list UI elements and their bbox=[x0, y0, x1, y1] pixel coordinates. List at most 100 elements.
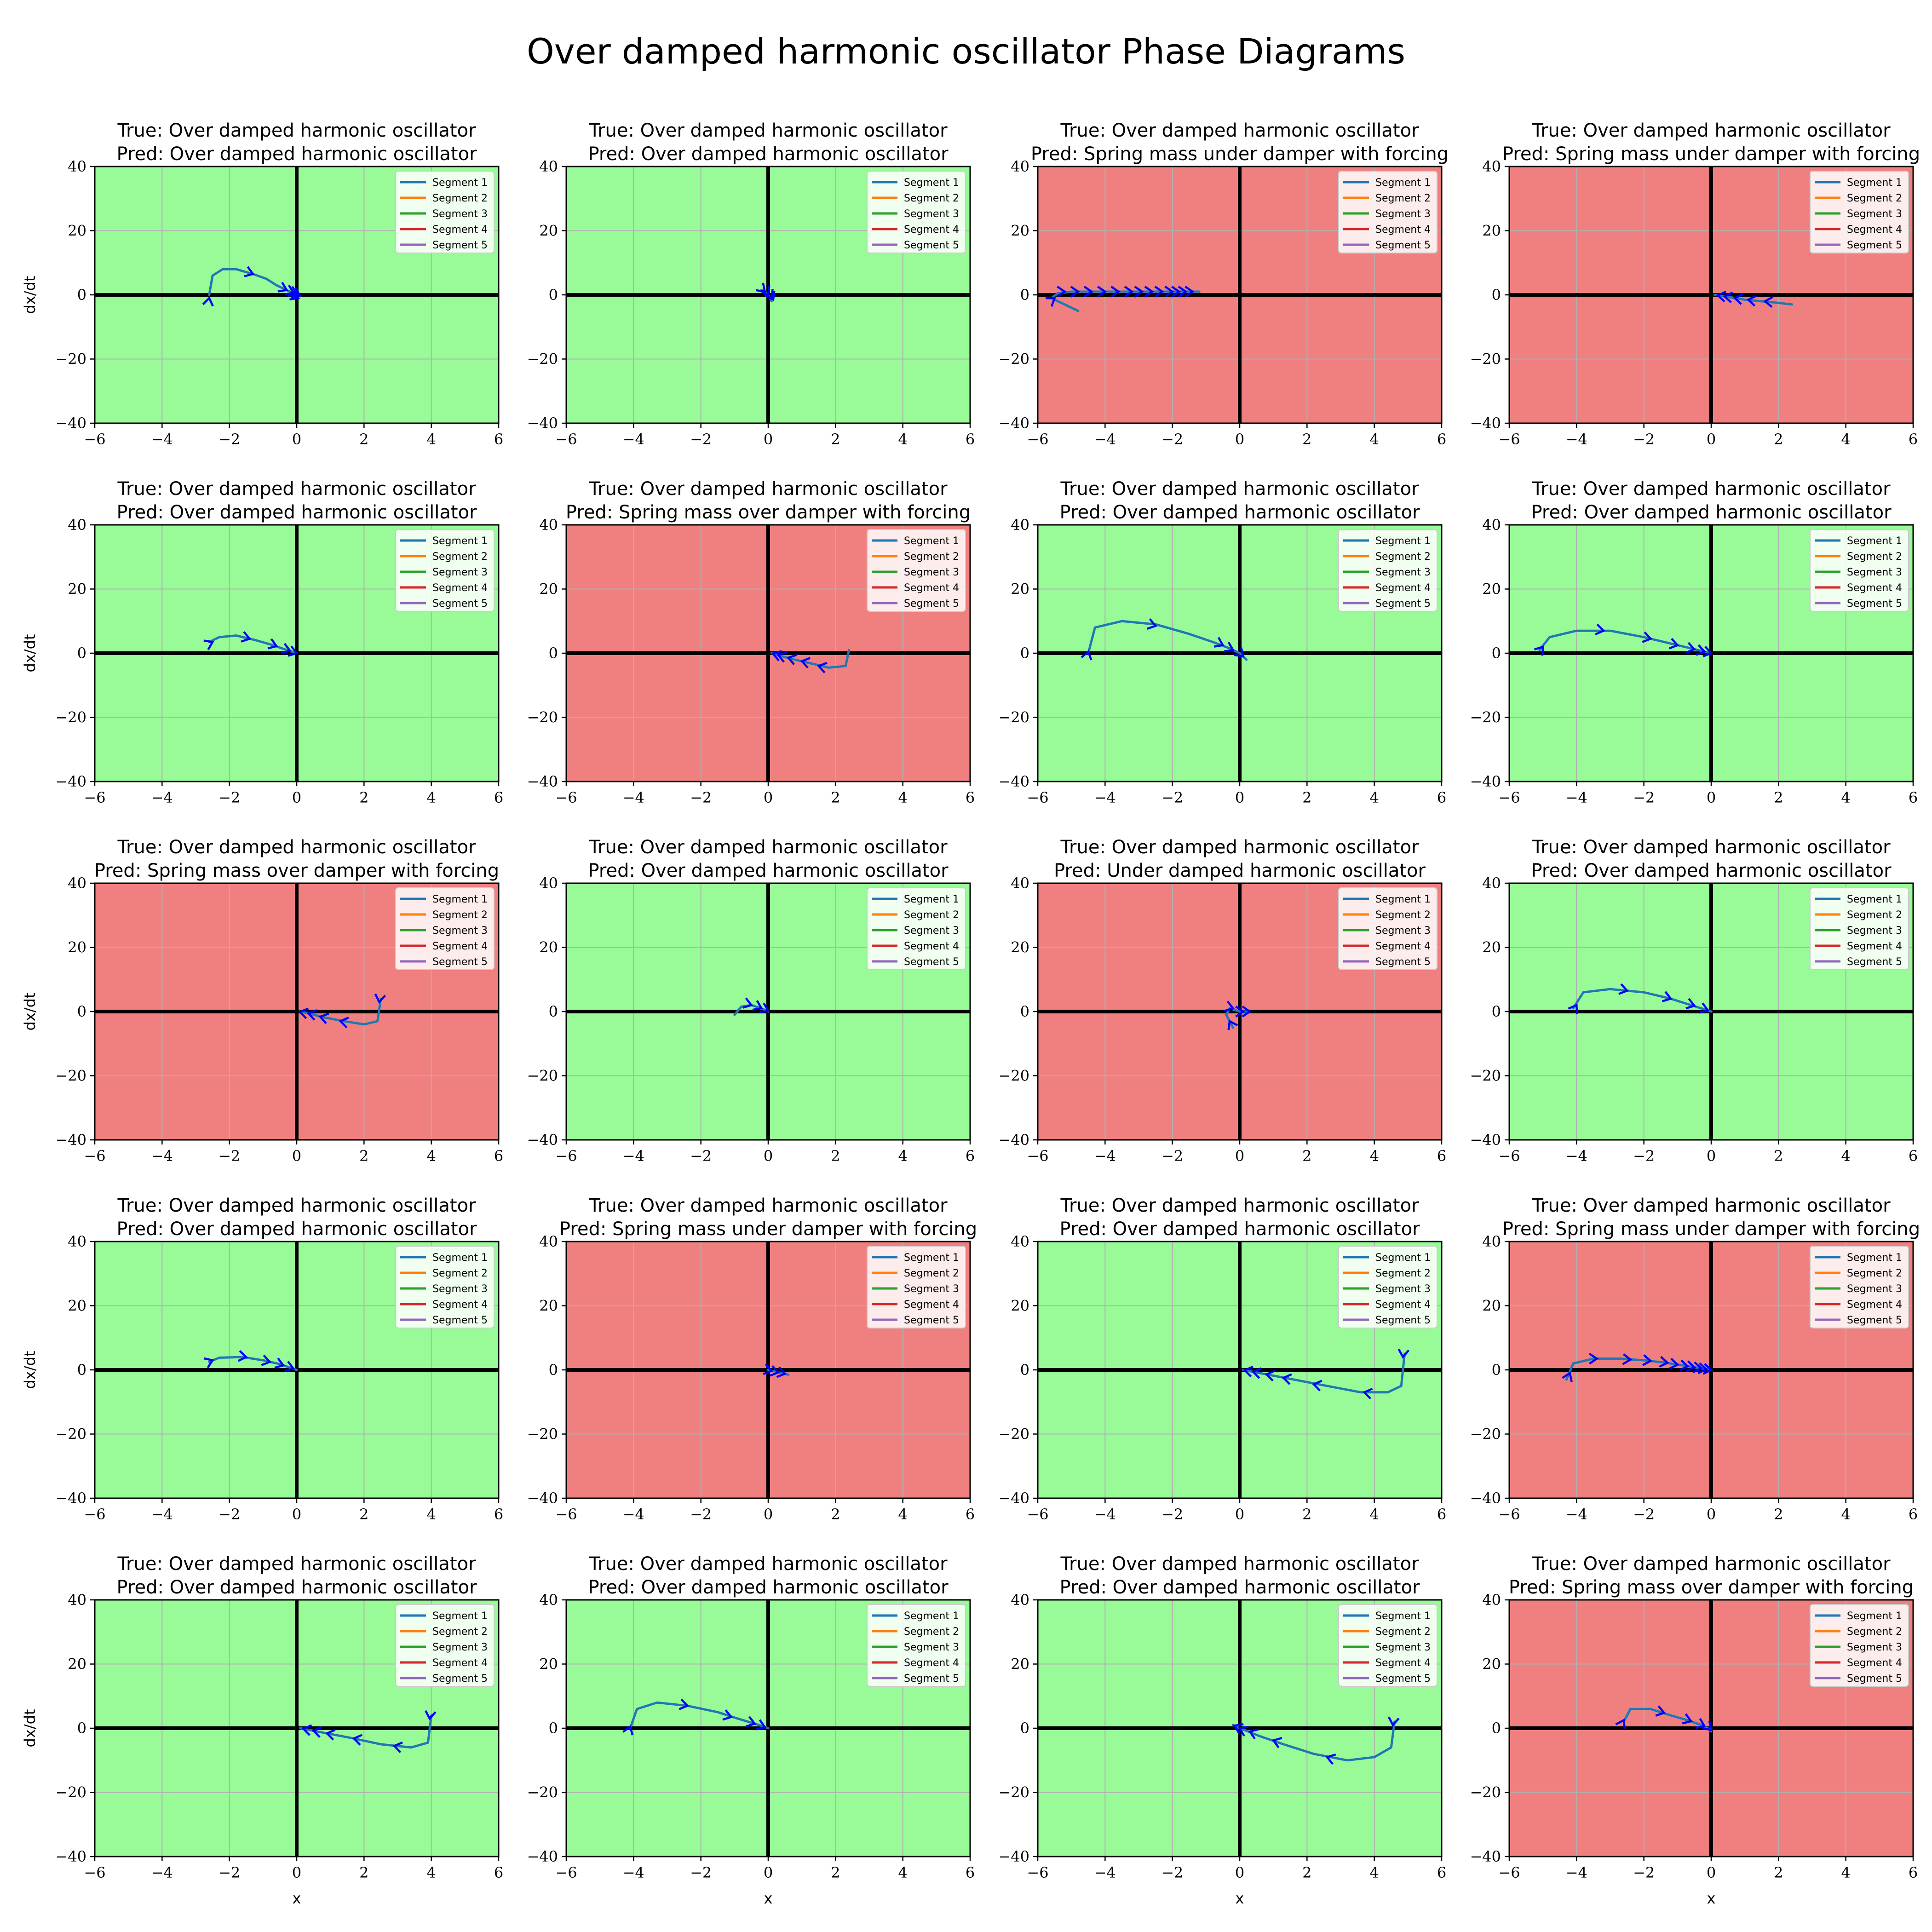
x-tick-label: −2 bbox=[218, 1864, 240, 1881]
legend-label: Segment 5 bbox=[432, 1315, 488, 1326]
legend-label: Segment 2 bbox=[432, 1268, 488, 1279]
x-tick-label: 6 bbox=[494, 431, 503, 448]
direction-arrow bbox=[1265, 1369, 1276, 1382]
y-axis-label: dx/dt bbox=[21, 1709, 39, 1748]
y-tick-label: 40 bbox=[539, 158, 558, 175]
y-tick-label: −40 bbox=[55, 1489, 86, 1507]
legend-label: Segment 3 bbox=[1375, 567, 1431, 578]
direction-arrow bbox=[1178, 286, 1188, 298]
x-tick-label: −2 bbox=[690, 1506, 712, 1523]
y-tick-label: −20 bbox=[527, 709, 558, 726]
x-tick-label: 4 bbox=[1369, 1506, 1379, 1523]
legend-box bbox=[1810, 887, 1909, 970]
direction-arrow bbox=[284, 1361, 295, 1372]
direction-arrow bbox=[1282, 1373, 1292, 1385]
legend-label: Segment 4 bbox=[1847, 582, 1902, 594]
legend: Segment 1 Segment 2 Segment 3 Segment 4 Segm… bbox=[1810, 887, 1909, 970]
y-tick-label: 40 bbox=[68, 1591, 86, 1609]
y-tick-label: 20 bbox=[539, 1297, 558, 1315]
x-tick-label: −6 bbox=[84, 1147, 105, 1165]
y-tick-label: 0 bbox=[1492, 286, 1501, 304]
x-tick-label: 4 bbox=[1369, 431, 1379, 448]
direction-arrow bbox=[1243, 1365, 1254, 1378]
y-tick-label: 0 bbox=[77, 644, 86, 662]
y-tick-label: 20 bbox=[68, 1297, 86, 1315]
legend-label: Segment 5 bbox=[904, 1315, 959, 1326]
x-tick-label: 0 bbox=[1235, 1506, 1244, 1523]
y-tick-label: 40 bbox=[68, 1233, 86, 1250]
direction-arrow bbox=[1164, 286, 1174, 298]
legend-label: Segment 3 bbox=[432, 1283, 488, 1295]
direction-arrow bbox=[1702, 646, 1713, 658]
direction-arrow bbox=[776, 1366, 787, 1378]
x-tick-label: 6 bbox=[966, 1864, 975, 1881]
legend: Segment 1 Segment 2 Segment 3 Segment 4 Segm… bbox=[1810, 1604, 1909, 1687]
legend-label: Segment 2 bbox=[432, 1626, 488, 1638]
direction-arrow bbox=[1697, 1362, 1708, 1374]
direction-arrow bbox=[1702, 1721, 1713, 1731]
legend-label: Segment 1 bbox=[432, 1610, 488, 1622]
legend-label: Segment 4 bbox=[1847, 1657, 1902, 1669]
x-tick-label: −2 bbox=[1633, 1147, 1655, 1165]
direction-arrow bbox=[1312, 1380, 1322, 1392]
y-tick-label: −40 bbox=[1470, 773, 1501, 790]
y-tick-label: −20 bbox=[55, 1784, 86, 1801]
x-tick-label: −6 bbox=[1027, 1147, 1048, 1165]
y-tick-label: 20 bbox=[68, 222, 86, 240]
x-tick-label: 2 bbox=[1774, 1506, 1783, 1523]
y-axis-label: dx/dt bbox=[21, 993, 39, 1031]
y-tick-label: 20 bbox=[1011, 222, 1029, 240]
direction-arrow bbox=[1146, 618, 1157, 630]
direction-arrow bbox=[1234, 647, 1245, 658]
direction-arrow bbox=[1659, 1356, 1669, 1368]
x-tick-label: −6 bbox=[1027, 1864, 1048, 1881]
direction-arrow bbox=[1238, 1725, 1249, 1736]
y-tick-label: 20 bbox=[1482, 1656, 1501, 1673]
x-tick-label: 6 bbox=[1909, 1506, 1918, 1523]
y-tick-label: −40 bbox=[998, 414, 1029, 432]
x-tick-label: 6 bbox=[494, 1864, 503, 1881]
y-tick-label: 20 bbox=[539, 581, 558, 598]
y-tick-label: 0 bbox=[549, 644, 558, 662]
y-tick-label: 40 bbox=[1011, 1591, 1029, 1609]
y-tick-label: −20 bbox=[55, 1067, 86, 1085]
y-tick-label: −20 bbox=[1470, 1784, 1501, 1801]
y-tick-label: 20 bbox=[1482, 1297, 1501, 1315]
x-tick-label: 0 bbox=[764, 1864, 773, 1881]
y-tick-label: 40 bbox=[1011, 158, 1029, 175]
y-tick-label: −20 bbox=[1470, 1067, 1501, 1085]
direction-arrow bbox=[203, 1357, 214, 1368]
subplot-title: True: Over damped harmonic oscillator bbox=[1531, 1195, 1891, 1216]
x-tick-label: 2 bbox=[1774, 431, 1783, 448]
direction-arrow bbox=[1242, 1006, 1252, 1018]
subplot-subtitle: Pred: Over damped harmonic oscillator bbox=[1059, 1219, 1420, 1240]
x-tick-label: 0 bbox=[1707, 1147, 1716, 1165]
y-tick-label: 0 bbox=[549, 1719, 558, 1737]
x-tick-label: 2 bbox=[831, 1147, 840, 1165]
trajectory-line bbox=[1231, 1720, 1396, 1762]
legend-label: Segment 4 bbox=[904, 1299, 959, 1311]
y-tick-label: −40 bbox=[998, 1489, 1029, 1507]
legend-label: Segment 2 bbox=[1847, 193, 1902, 204]
direction-arrow bbox=[1685, 998, 1696, 1010]
x-tick-label: 2 bbox=[1302, 1506, 1311, 1523]
subplot-subtitle: Pred: Over damped harmonic oscillator bbox=[116, 502, 477, 523]
x-tick-label: 6 bbox=[494, 789, 503, 806]
trajectory-line bbox=[1713, 293, 1794, 306]
subplot-title: True: Over damped harmonic oscillator bbox=[1060, 1553, 1419, 1575]
legend-label: Segment 5 bbox=[432, 240, 488, 251]
direction-arrow bbox=[1668, 638, 1679, 650]
subplot-subtitle: Pred: Over damped harmonic oscillator bbox=[1059, 1577, 1420, 1598]
y-tick-label: 20 bbox=[1482, 581, 1501, 598]
legend: Segment 1 Segment 2 Segment 3 Segment 4 Segm… bbox=[867, 1246, 966, 1328]
x-axis-label: x bbox=[1707, 1890, 1716, 1907]
direction-arrow bbox=[1248, 1728, 1259, 1740]
legend-label: Segment 4 bbox=[1375, 582, 1431, 594]
legend: Segment 1 Segment 2 Segment 3 Segment 4 Segm… bbox=[867, 171, 966, 253]
direction-arrow bbox=[771, 650, 782, 661]
direction-arrow bbox=[756, 282, 766, 293]
trajectory-line bbox=[1242, 1352, 1406, 1394]
